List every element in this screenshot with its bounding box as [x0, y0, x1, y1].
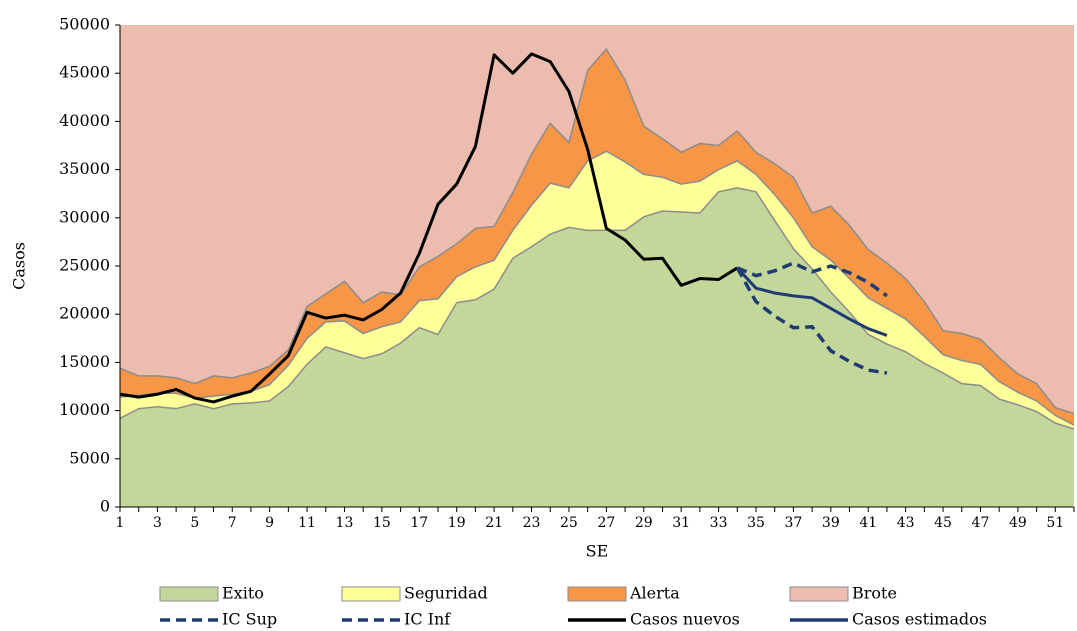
legend-label: IC Sup: [222, 610, 277, 629]
y-tick-label: 10000: [59, 400, 110, 419]
x-tick-label: 49: [1009, 515, 1027, 531]
line: [736, 266, 888, 337]
x-tick-label: 5: [190, 515, 199, 531]
y-tick-label: 15000: [59, 352, 110, 371]
area-outline: [119, 150, 1075, 426]
area-outline: [119, 187, 1075, 430]
y-tick-label: 30000: [59, 207, 110, 226]
x-tick-label: 7: [228, 515, 237, 531]
legend-label: Casos nuevos: [630, 610, 740, 629]
x-tick-label: 29: [635, 515, 653, 531]
y-tick-label: 40000: [59, 111, 110, 130]
line: [119, 52, 739, 404]
x-tick-label: 39: [822, 515, 840, 531]
y-tick-label: 5000: [69, 448, 110, 467]
x-tick-label: 9: [265, 515, 274, 531]
legend-swatch: [567, 586, 627, 602]
y-tick-label: 20000: [59, 304, 110, 323]
x-tick-label: 19: [448, 515, 466, 531]
line: [735, 267, 888, 375]
x-tick-label: 33: [710, 515, 728, 531]
legend-label: Seguridad: [404, 584, 488, 603]
area: [120, 187, 1074, 507]
legend-label: Brote: [852, 584, 897, 603]
x-tick-label: 13: [336, 515, 354, 531]
x-tick-label: 35: [747, 515, 765, 531]
x-tick-label: 25: [560, 515, 578, 531]
y-tick-label: 35000: [59, 159, 110, 178]
x-tick-label: 11: [298, 515, 316, 531]
legend-swatch: [341, 586, 401, 602]
x-tick-label: 15: [373, 515, 391, 531]
y-tick-label: 45000: [59, 63, 110, 82]
x-tick-label: 45: [934, 515, 952, 531]
x-tick-label: 37: [784, 515, 802, 531]
y-tick-label: 0: [100, 497, 110, 516]
legend-swatch: [789, 586, 849, 602]
x-tick-label: 17: [410, 515, 428, 531]
legend-label: Casos estimados: [852, 610, 987, 629]
y-tick-label: 25000: [59, 256, 110, 275]
x-tick-label: 21: [485, 515, 503, 531]
x-tick-label: 47: [972, 515, 990, 531]
legend-label: Alerta: [629, 584, 680, 603]
area-outline: [119, 47, 1075, 415]
legend-label: Exito: [222, 584, 264, 603]
legend-label: IC Inf: [404, 610, 451, 629]
x-tick-label: 51: [1046, 515, 1064, 531]
x-tick-label: 23: [523, 515, 541, 531]
x-tick-label: 31: [672, 515, 690, 531]
legend-swatch: [159, 586, 219, 602]
x-tick-label: 27: [597, 515, 615, 531]
x-tick-label: 1: [116, 515, 125, 531]
x-tick-label: 43: [897, 515, 915, 531]
line: [736, 261, 888, 298]
x-tick-label: 41: [859, 515, 877, 531]
x-tick-label: 3: [153, 515, 162, 531]
x-axis-label: SE: [586, 542, 609, 561]
y-tick-label: 50000: [59, 15, 110, 34]
y-axis-label: Casos: [10, 242, 29, 290]
